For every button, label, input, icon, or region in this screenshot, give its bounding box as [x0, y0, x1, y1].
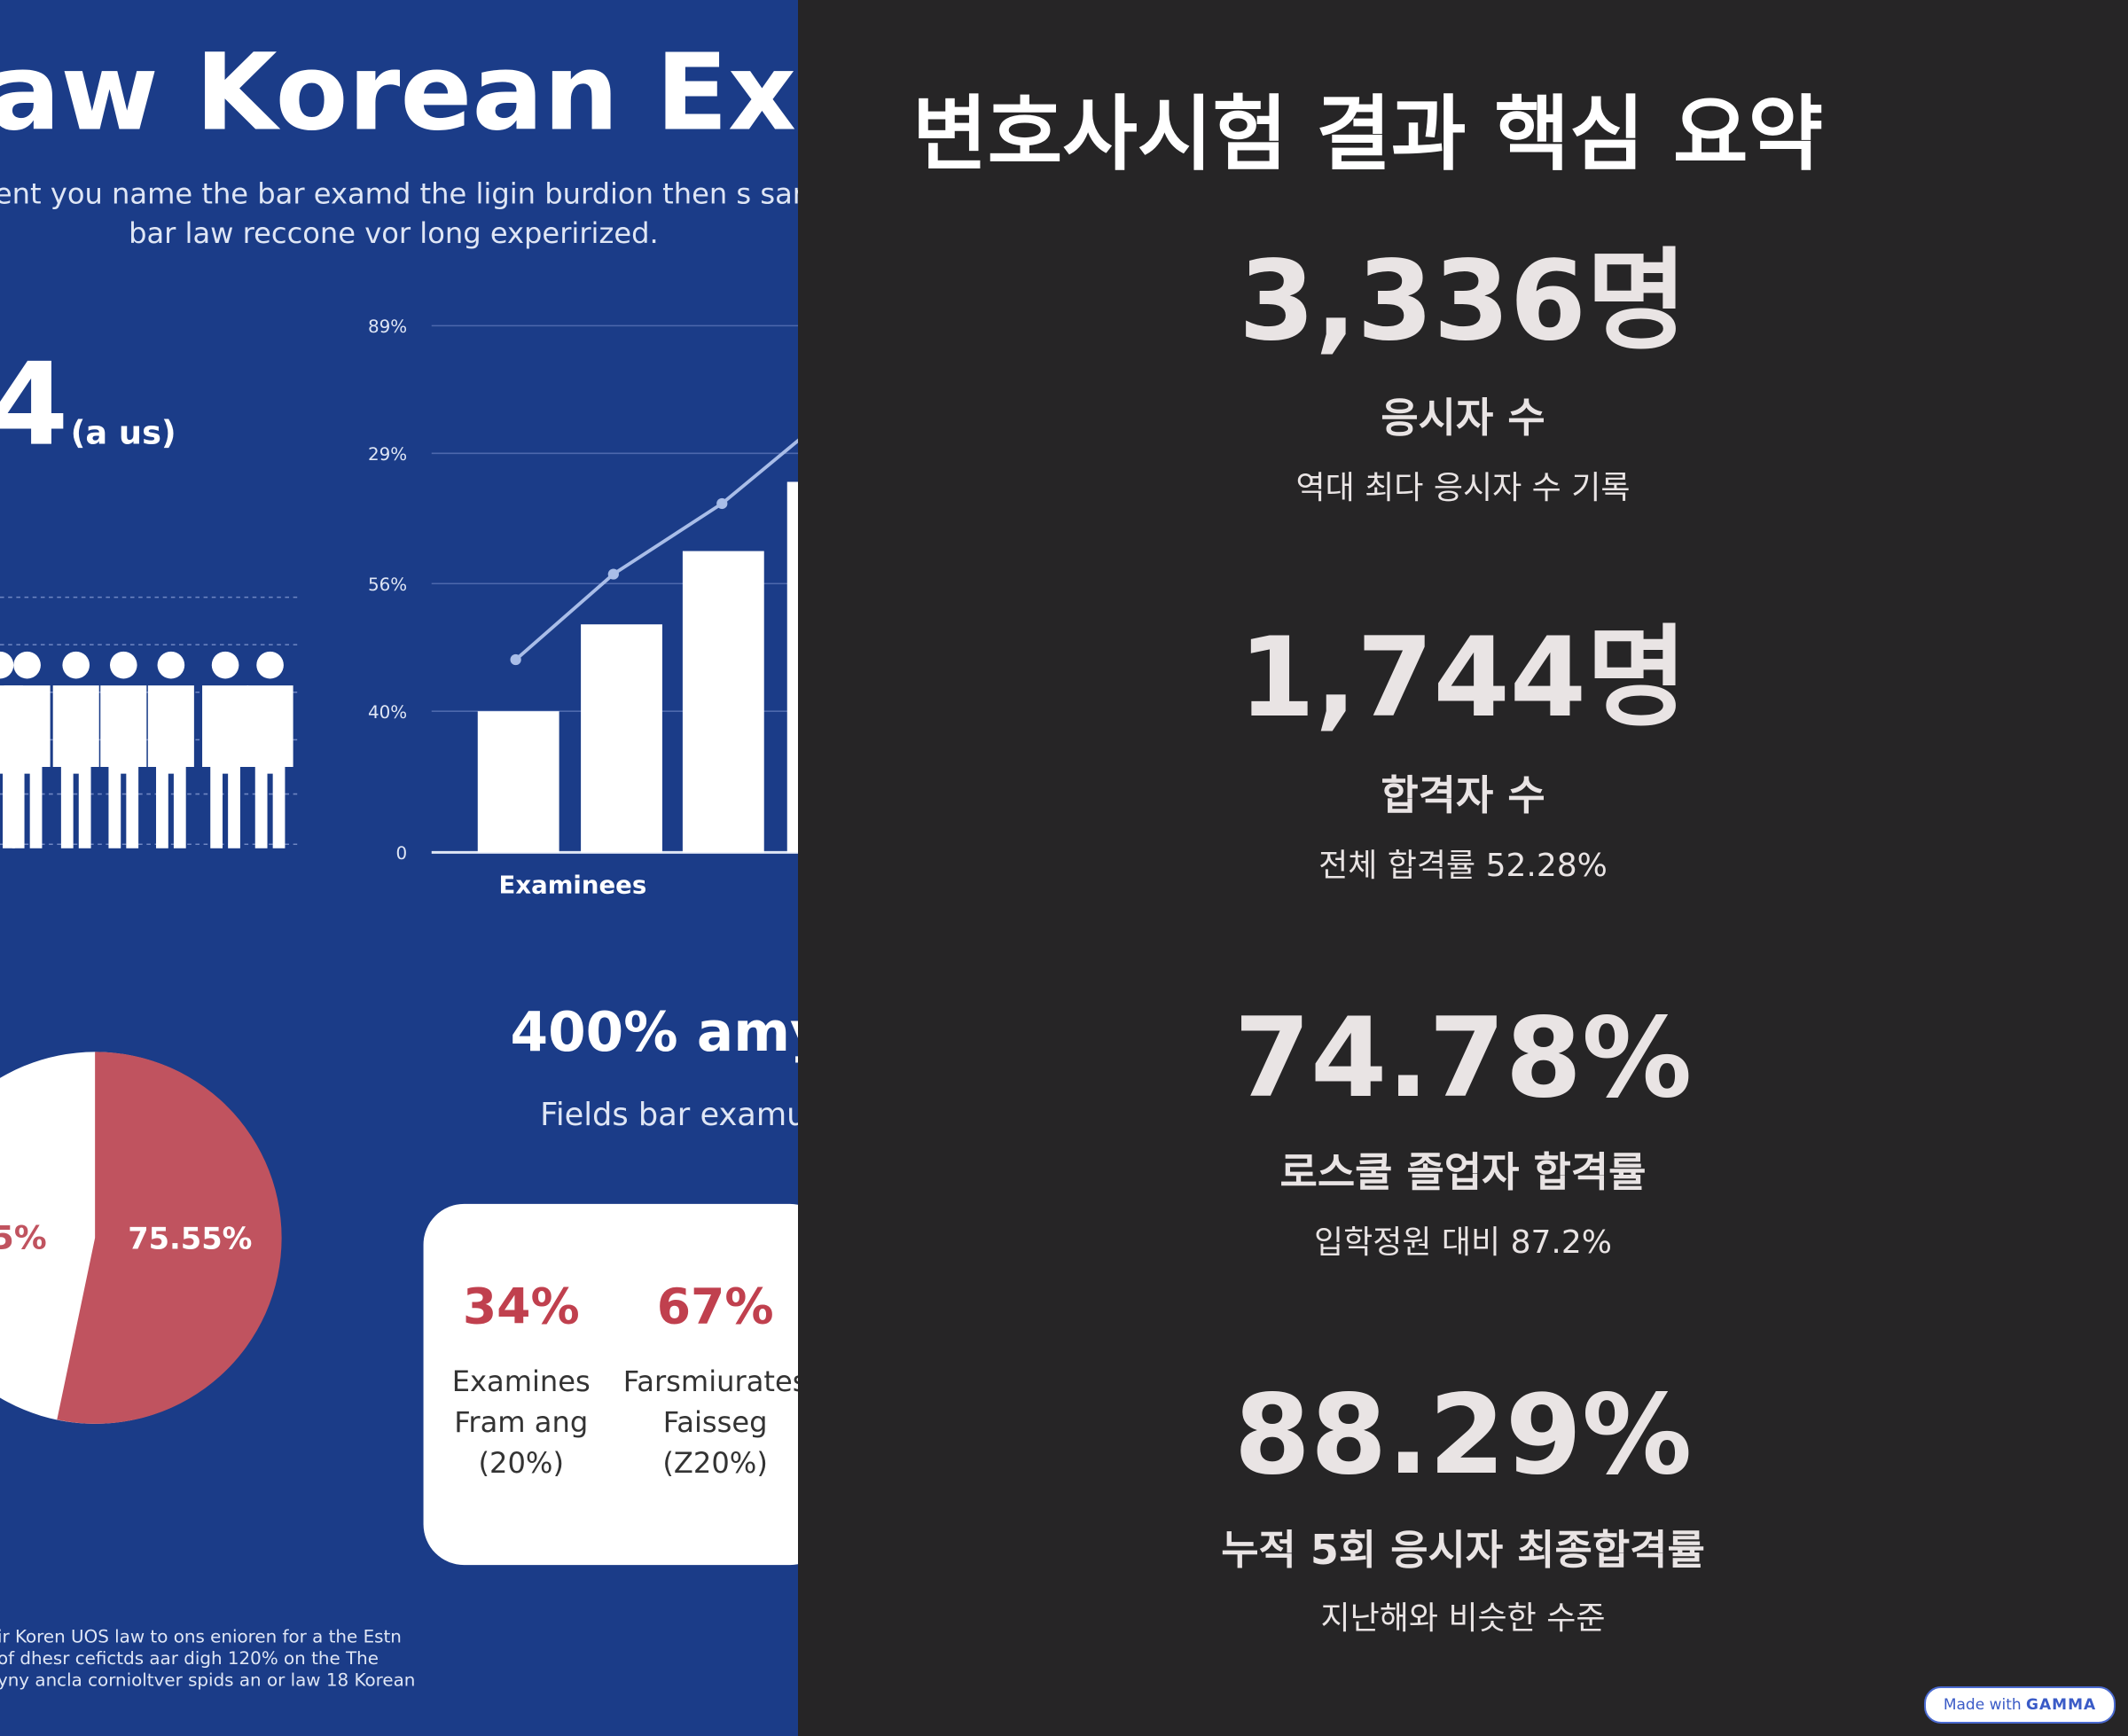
ill-headline-sub: Fields bar examur: [540, 1097, 798, 1133]
ill-person-body: [147, 685, 194, 848]
ill-person-body: [100, 685, 147, 848]
stat-note: 전체 합격률 52.28%: [1318, 848, 1608, 884]
stat-label: 합격자 수: [1381, 771, 1545, 819]
ill-person-head: [157, 651, 185, 679]
ill-person-body: [246, 685, 293, 848]
ill-axis-label: 29%: [368, 444, 407, 465]
stat-label: 누적 5회 응시자 최종합격률: [1221, 1526, 1705, 1574]
ill-footer: ir Koren UOS law to ons enioren for a th…: [0, 1626, 402, 1646]
ill-person-head: [62, 651, 90, 679]
ill-axis-caption: Examinees: [499, 871, 647, 899]
ill-pie-label: 5%: [0, 1218, 47, 1256]
ill-footer: of dhesr cefictds aar digh 120% on the T…: [0, 1648, 379, 1669]
badge-text: Made with: [1943, 1696, 2022, 1714]
ill-bar: [786, 481, 798, 853]
ill-big-number: 4: [0, 340, 68, 472]
ill-line-dot: [607, 568, 619, 580]
stat-note: 역대 최다 응시자 수 기록: [1295, 470, 1631, 506]
ill-title: aw Korean Exar: [0, 31, 798, 154]
ill-card: [423, 1203, 798, 1566]
stat-value: 88.29%: [1233, 1372, 1693, 1499]
stat-label: 로스쿨 졸업자 합격률: [1279, 1148, 1647, 1196]
stat-value: 1,744명: [1238, 614, 1688, 742]
ill-person-body: [202, 685, 249, 848]
ill-card-line: (Z20%): [662, 1446, 767, 1480]
ill-big-unit: (a us): [71, 414, 176, 452]
gamma-badge[interactable]: Made with GAMMA: [1924, 1686, 2116, 1724]
stat-value: 74.78%: [1233, 995, 1693, 1122]
ill-card-line: Faisseg: [663, 1405, 768, 1439]
ill-card-line: Farsmiurates: [623, 1365, 798, 1398]
ill-line-dot: [510, 653, 521, 666]
ill-person-body: [52, 685, 99, 848]
badge-brand: GAMMA: [2026, 1696, 2097, 1714]
illustration: aw Korean Exar ent you name the bar examd…: [0, 0, 798, 1736]
ill-person-body: [4, 685, 51, 848]
ill-card-value: 34%: [463, 1279, 580, 1335]
ill-pie-label: 75.55%: [128, 1221, 252, 1255]
ill-person-head: [211, 651, 239, 679]
stat-note: 지난해와 비슷한 수준: [1320, 1600, 1606, 1637]
ill-subtitle: ent you name the bar examd the ligin bur…: [0, 177, 798, 211]
ill-bar: [581, 624, 662, 853]
ill-line: [514, 438, 798, 661]
ill-axis-label: 40%: [368, 702, 407, 723]
stat-note: 입학정원 대비 87.2%: [1314, 1224, 1612, 1261]
ill-person-head: [109, 651, 137, 679]
ill-pie-red: [57, 1052, 282, 1424]
illustration-content: aw Korean Exar ent you name the bar examd…: [0, 31, 798, 1690]
stat-label: 응시자 수: [1381, 394, 1545, 442]
ill-card-line: Examines: [452, 1365, 591, 1398]
ill-person-head: [13, 651, 41, 679]
ill-bar: [477, 711, 559, 853]
ill-axis-label: 56%: [368, 575, 407, 595]
ill-card-line: Fram ang: [454, 1405, 588, 1439]
ill-headline: 400% amy: [511, 1001, 798, 1064]
ill-footer: yny ancla cornioltver spids an or law 18…: [0, 1670, 415, 1690]
slide-title: 변호사시험 결과 핵심 요약: [912, 87, 1824, 182]
ill-card-line: (20%): [479, 1446, 564, 1480]
ill-axis-label: 0: [396, 843, 408, 864]
ill-line-dot: [716, 497, 728, 510]
stat-value: 3,336명: [1238, 238, 1688, 365]
ill-person-head: [0, 651, 14, 679]
ill-subtitle: bar law reccone vor long experirized.: [129, 216, 659, 250]
ill-card-value: 67%: [657, 1279, 774, 1335]
ill-bar: [682, 551, 764, 853]
ill-axis-label: 89%: [368, 317, 407, 337]
ill-person-head: [256, 651, 284, 679]
